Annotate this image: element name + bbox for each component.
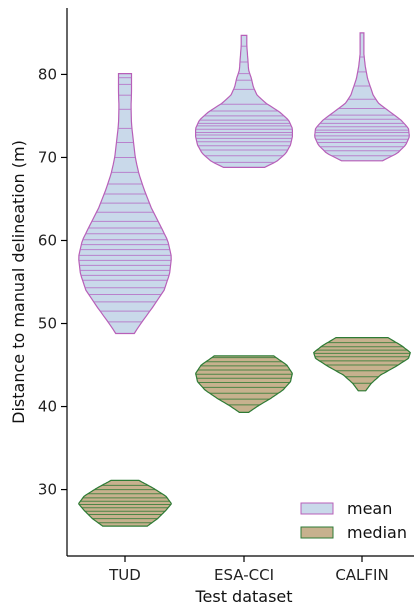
y-tick-label: 50 [38, 315, 57, 333]
y-tick-label: 60 [38, 231, 57, 249]
legend-swatch-mean [300, 502, 334, 515]
y-tick-label: 80 [38, 65, 57, 83]
violin-mean-esa-cci [195, 34, 293, 168]
x-axis: TUD ESA-CCI CALFIN [67, 555, 414, 584]
violin-body [78, 479, 172, 527]
x-tick-label: ESA-CCI [214, 566, 274, 584]
violin-median-calfin [313, 337, 411, 392]
y-axis-label: Distance to manual delineation (m) [9, 140, 28, 424]
violin-mean-tud [78, 72, 172, 335]
plot-area [78, 32, 411, 527]
legend-label-mean: mean [347, 499, 392, 518]
violin-mean-calfin [314, 32, 410, 162]
x-axis-label: Test dataset [194, 587, 292, 605]
legend-swatch-median [300, 526, 334, 539]
violin-median-esa-cci [195, 355, 293, 413]
y-axis: 30 40 50 60 70 80 [38, 8, 68, 556]
legend-label-median: median [347, 523, 407, 542]
x-tick-label: CALFIN [335, 566, 388, 584]
x-tick-label: TUD [108, 566, 141, 584]
violin-median-tud [78, 479, 172, 527]
legend: mean median [300, 499, 407, 542]
violin-body [313, 337, 411, 392]
violin-body [195, 34, 293, 168]
y-tick-label: 40 [38, 398, 57, 416]
y-tick-label: 70 [38, 148, 57, 166]
violin-body [195, 355, 293, 413]
y-tick-label: 30 [38, 481, 57, 499]
violin-body [314, 32, 410, 162]
